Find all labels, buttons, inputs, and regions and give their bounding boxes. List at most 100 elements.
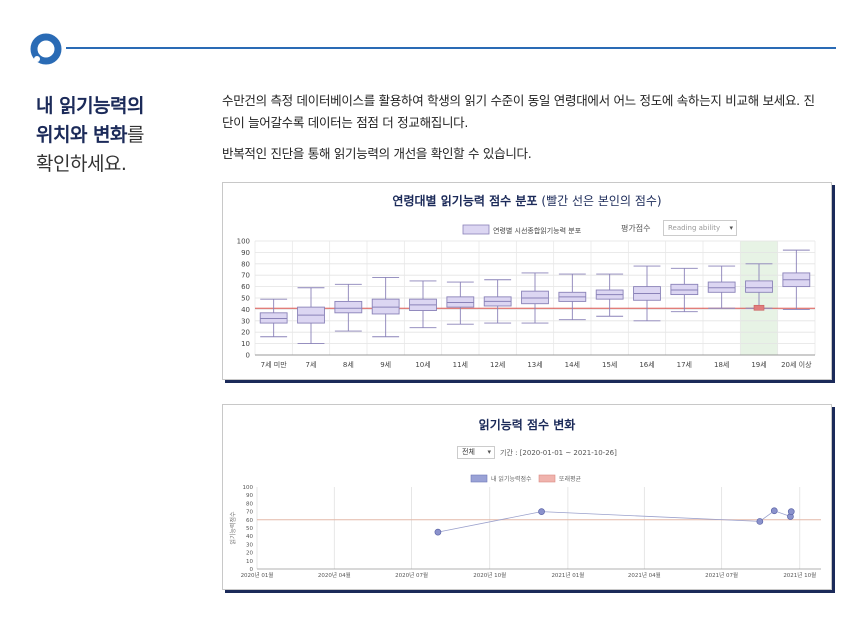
description: 수만건의 측정 데이터베이스를 활용하여 학생의 읽기 수준이 동일 연령대에서… (222, 90, 822, 174)
period-filter-value: 전체 (462, 448, 475, 456)
box-body (521, 290, 549, 305)
x-tick-label: 13세 (527, 360, 542, 369)
heading-line3: 확인하세요. (36, 153, 127, 175)
score-point-2 (756, 518, 764, 525)
box-6 (483, 279, 512, 324)
box-body (446, 296, 475, 308)
y-tick-label: 40 (246, 534, 253, 540)
box-1 (297, 287, 325, 345)
score-select-label: 평가점수 (621, 224, 651, 233)
y-tick-label: 50 (246, 526, 253, 532)
x-tick-label: 15세 (602, 360, 617, 369)
box-12 (707, 265, 736, 309)
x-tick-label: 19세 (751, 360, 766, 369)
score-point-3 (770, 507, 778, 515)
y-tick-label: 70 (241, 272, 250, 280)
x-tick-label: 2020년 01월 (241, 571, 274, 579)
box-4 (409, 280, 437, 329)
top-rule (66, 47, 836, 49)
box-3 (371, 277, 400, 338)
chart1-title: 연령대별 읽기능력 점수 분포 (392, 193, 537, 208)
chart1-legend-label: 연령별 시선종합읽기능력 분포 (493, 226, 582, 235)
y-tick-label: 0 (246, 352, 250, 360)
score-line (437, 510, 792, 533)
x-tick-label: 12세 (490, 360, 505, 369)
period-filter-select[interactable]: 전체 ▾ (457, 446, 495, 459)
y-tick-label: 20 (246, 551, 253, 557)
x-tick-label: 10세 (415, 360, 430, 369)
y-tick-label: 70 (246, 510, 253, 516)
description-p1: 수만건의 측정 데이터베이스를 활용하여 학생의 읽기 수준이 동일 연령대에서… (222, 93, 815, 130)
y-tick-label: 20 (241, 329, 250, 337)
x-tick-label: 11세 (453, 360, 468, 369)
chart1-title-text: 연령대별 읽기능력 점수 분포 (빨간 선은 본인의 점수) (392, 193, 661, 208)
y-tick-label: 90 (246, 493, 253, 499)
chevron-down-icon: ▾ (487, 448, 491, 456)
own-score-marker (753, 304, 765, 311)
box-0 (259, 298, 288, 338)
box-8 (558, 273, 587, 321)
y-tick-label: 30 (241, 317, 250, 325)
x-tick-label: 14세 (565, 360, 580, 369)
section-heading: 내 읽기능력의 위치와 변화를 확인하세요. (36, 92, 145, 179)
y-tick-label: 80 (241, 260, 250, 268)
chart2-legend-label-score: 내 읽기능력점수 (491, 475, 532, 483)
chart2-legend-label-avg: 또래평균 (559, 475, 582, 483)
box-10 (633, 265, 661, 322)
distribution-chart-panel: 연령대별 읽기능력 점수 분포 (빨간 선은 본인의 점수) 연령별 시선종합읽기능… (222, 182, 832, 380)
box-9 (595, 273, 624, 317)
score-select-value: Reading ability (668, 224, 721, 232)
box-2 (334, 283, 363, 332)
score-point-0 (434, 528, 442, 536)
y-tick-label: 50 (241, 295, 250, 303)
box-body (334, 300, 363, 314)
y-tick-label: 80 (246, 501, 253, 507)
chart1-subtitle: (빨간 선은 본인의 점수) (541, 194, 661, 208)
chevron-down-icon: ▾ (729, 224, 733, 232)
y-tick-label: 10 (246, 559, 253, 565)
period-label: 기간 : [2020-01-01 ~ 2021-10-26] (500, 449, 617, 457)
logo-icon (30, 33, 62, 65)
x-tick-label: 2020년 07월 (395, 571, 428, 579)
x-tick-label: 8세 (343, 360, 354, 369)
x-tick-label: 18세 (714, 360, 729, 369)
score-select[interactable]: Reading ability ▾ (663, 220, 737, 236)
y-tick-label: 60 (246, 518, 253, 524)
heading-line1: 내 읽기능력의 (36, 95, 145, 117)
distribution-chart: 연령대별 읽기능력 점수 분포 (빨간 선은 본인의 점수) 연령별 시선종합읽기능… (237, 193, 816, 369)
x-tick-label: 2020년 04월 (318, 571, 351, 579)
x-tick-label: 9세 (380, 360, 391, 369)
chart2-legend-swatch-avg (538, 474, 556, 483)
chart2-legend-swatch-score (470, 474, 488, 483)
heading-line2-bold: 위치와 변화 (36, 124, 128, 146)
x-tick-label: 2021년 10월 (783, 571, 816, 579)
x-tick-label: 17세 (677, 360, 692, 369)
x-tick-label: 7세 미만 (261, 360, 288, 369)
score-change-chart: 읽기능력 점수 변화내 읽기능력점수 또래평균 0 10 20 30 40 50 60 70 80 9… (229, 417, 821, 579)
y-tick-label: 100 (243, 485, 254, 491)
box-5 (446, 281, 475, 325)
score-point-1 (538, 508, 545, 515)
chart1-legend-swatch (462, 224, 490, 235)
y-tick-label: 30 (246, 542, 253, 548)
y-tick-label: 0 (250, 567, 254, 573)
box-14 (782, 249, 811, 310)
x-tick-label: 20세 이상 (781, 360, 812, 369)
description-p2: 반복적인 진단을 통해 읽기능력의 개선을 확인할 수 있습니다. (222, 146, 532, 161)
score-point-5 (787, 508, 795, 515)
x-tick-label: 2020년 10월 (473, 571, 506, 579)
chart2-title: 읽기능력 점수 변화 (479, 417, 576, 432)
y-axis-label: 읽기능력점수 (229, 511, 237, 545)
box-7 (521, 272, 549, 324)
y-tick-label: 10 (241, 340, 250, 348)
y-tick-label: 60 (241, 283, 250, 291)
y-tick-label: 40 (241, 306, 250, 314)
box-body (259, 312, 288, 324)
box-11 (670, 267, 699, 313)
y-tick-label: 100 (237, 238, 250, 246)
box-body (670, 283, 699, 296)
x-tick-label: 2021년 01월 (551, 571, 584, 579)
box-body (745, 280, 773, 293)
x-tick-label: 7세 (306, 360, 317, 369)
